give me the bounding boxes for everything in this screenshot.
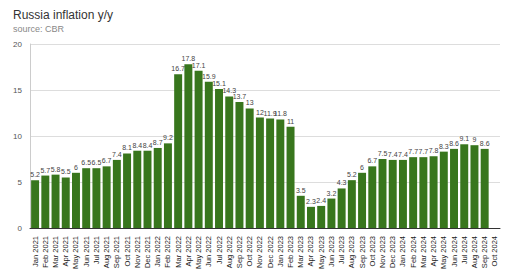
svg-text:13: 13	[246, 99, 254, 106]
svg-text:Jun 2021: Jun 2021	[82, 236, 91, 267]
svg-text:0: 0	[18, 224, 23, 233]
svg-text:Sep 2022: Sep 2022	[235, 236, 244, 268]
svg-text:Jul 2024: Jul 2024	[460, 236, 469, 264]
svg-text:5.5: 5.5	[61, 168, 71, 175]
svg-text:Nov 2022: Nov 2022	[255, 236, 264, 268]
svg-text:4.3: 4.3	[337, 179, 347, 186]
svg-text:May 2022: May 2022	[194, 236, 203, 269]
svg-text:Jun 2024: Jun 2024	[450, 236, 459, 267]
svg-text:11.8: 11.8	[274, 110, 287, 117]
svg-text:9: 9	[473, 136, 477, 143]
svg-text:Jul 2023: Jul 2023	[337, 236, 346, 264]
svg-text:13.7: 13.7	[233, 93, 247, 100]
svg-text:5.2: 5.2	[30, 171, 40, 178]
svg-text:14.3: 14.3	[222, 87, 237, 95]
svg-text:15.1: 15.1	[212, 80, 226, 87]
svg-text:Aug 2022: Aug 2022	[225, 236, 234, 268]
svg-text:Oct 2024: Oct 2024	[490, 236, 499, 266]
svg-text:Oct 2022: Oct 2022	[245, 236, 254, 266]
svg-text:7.7: 7.7	[419, 148, 429, 155]
svg-text:Feb 2022: Feb 2022	[163, 236, 172, 268]
svg-text:8.6: 8.6	[449, 140, 459, 147]
svg-text:15.9: 15.9	[202, 73, 216, 80]
svg-text:Oct 2021: Oct 2021	[123, 236, 132, 266]
svg-text:6.7: 6.7	[102, 157, 112, 164]
svg-text:Dec 2023: Dec 2023	[388, 236, 397, 268]
svg-text:Feb 2024: Feb 2024	[409, 236, 418, 268]
svg-text:Jul 2022: Jul 2022	[215, 236, 224, 264]
svg-text:17.8: 17.8	[181, 55, 196, 63]
svg-text:3.5: 3.5	[296, 187, 306, 194]
svg-text:17.1: 17.1	[192, 62, 206, 69]
svg-text:7.4: 7.4	[112, 151, 122, 158]
svg-text:Mar 2024: Mar 2024	[419, 236, 428, 268]
svg-text:Sep 2021: Sep 2021	[112, 236, 121, 268]
svg-text:Nov 2023: Nov 2023	[378, 236, 387, 268]
svg-text:Jun 2022: Jun 2022	[204, 236, 213, 267]
svg-text:7.4: 7.4	[388, 151, 398, 158]
html-text:12 11.9: 12 11.9	[256, 108, 277, 117]
svg-text:9.2: 9.2	[163, 134, 173, 141]
svg-text:Dec 2022: Dec 2022	[266, 236, 275, 268]
svg-text:Jul 2021: Jul 2021	[92, 236, 101, 264]
svg-text:Aug 2024: Aug 2024	[470, 236, 479, 268]
svg-text:8.4: 8.4	[132, 142, 142, 149]
svg-text:9.1: 9.1	[459, 135, 469, 142]
svg-text:8.7: 8.7	[153, 139, 163, 146]
svg-text:Apr 2023: Apr 2023	[306, 236, 315, 266]
svg-text:source: CBR: source: CBR	[13, 24, 65, 34]
svg-text:Jan 2021: Jan 2021	[31, 236, 40, 267]
svg-text:Jun 2023: Jun 2023	[327, 236, 336, 267]
svg-text:3.2: 3.2	[327, 190, 337, 197]
svg-text:2.4: 2.4	[316, 197, 326, 204]
svg-text:Jan 2024: Jan 2024	[398, 236, 407, 267]
svg-text:7.7: 7.7	[408, 148, 418, 155]
svg-text:Jan 2022: Jan 2022	[153, 236, 162, 267]
svg-text:15: 15	[13, 86, 22, 95]
svg-text:5.7: 5.7	[40, 167, 50, 174]
svg-text:20: 20	[13, 40, 22, 49]
svg-text:Mar 2022: Mar 2022	[174, 236, 183, 268]
svg-text:Aug 2021: Aug 2021	[102, 236, 111, 268]
svg-text:5: 5	[18, 178, 23, 187]
svg-text:8.3: 8.3	[439, 143, 449, 150]
svg-text:5.2: 5.2	[347, 171, 357, 178]
svg-text:10: 10	[13, 132, 22, 141]
svg-text:7.5: 7.5	[378, 150, 388, 157]
svg-text:Dec 2021: Dec 2021	[143, 236, 152, 268]
svg-text:Feb 2023: Feb 2023	[286, 236, 295, 268]
svg-text:6.5: 6.5	[92, 159, 102, 166]
svg-text:Feb 2021: Feb 2021	[41, 236, 50, 268]
svg-text:8.1: 8.1	[122, 144, 132, 151]
svg-text:Mar 2023: Mar 2023	[296, 236, 305, 268]
svg-text:Nov 2021: Nov 2021	[133, 236, 142, 268]
svg-text:6: 6	[360, 164, 364, 171]
svg-text:Jan 2023: Jan 2023	[276, 236, 285, 267]
svg-text:Sep 2024: Sep 2024	[480, 236, 489, 268]
svg-text:6.7: 6.7	[367, 157, 377, 164]
svg-text:2.3: 2.3	[306, 198, 316, 205]
svg-text:May 2023: May 2023	[317, 236, 326, 269]
svg-text:11: 11	[287, 118, 294, 125]
svg-text:Sep 2023: Sep 2023	[358, 236, 367, 268]
svg-text:Oct 2023: Oct 2023	[368, 236, 377, 266]
svg-text:6.5: 6.5	[81, 159, 91, 166]
svg-text:16.7: 16.7	[171, 65, 185, 72]
svg-text:Aug 2023: Aug 2023	[347, 236, 356, 268]
svg-text:8.6: 8.6	[480, 140, 490, 147]
svg-text:Russia inflation y/y: Russia inflation y/y	[13, 8, 113, 22]
svg-text:8.4: 8.4	[143, 142, 153, 149]
svg-text:Apr 2024: Apr 2024	[429, 236, 438, 266]
svg-text:6: 6	[74, 164, 78, 171]
svg-text:7.4: 7.4	[398, 151, 408, 158]
svg-text:Mar 2021: Mar 2021	[51, 236, 60, 268]
svg-text:5.8: 5.8	[51, 166, 61, 173]
svg-text:May 2024: May 2024	[439, 236, 448, 269]
svg-text:Apr 2022: Apr 2022	[184, 236, 193, 266]
svg-text:Apr 2021: Apr 2021	[61, 236, 70, 266]
svg-text:May 2021: May 2021	[71, 236, 80, 269]
svg-text:7.8: 7.8	[429, 147, 439, 154]
